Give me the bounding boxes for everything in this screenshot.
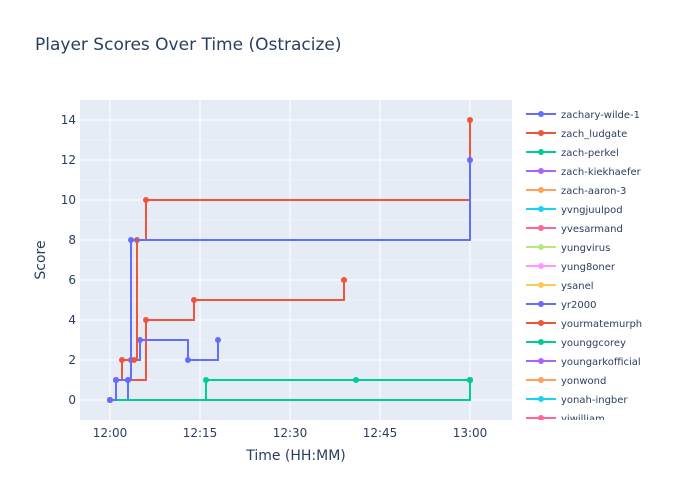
- data-point-zach_ludgate: [119, 357, 125, 363]
- legend-marker-yonah-ingber: [538, 396, 544, 402]
- data-point-yourmatemurph: [341, 277, 347, 283]
- legend-marker-youngarkofficial: [538, 358, 544, 364]
- y-axis-title: Score: [33, 240, 49, 279]
- legend-label-yourmatemurph: yourmatemurph: [561, 319, 642, 330]
- legend-label-yung8oner: yung8oner: [561, 262, 616, 273]
- data-point-zach_ludgate: [143, 197, 149, 203]
- x-tick-label: 12:30: [273, 426, 308, 440]
- legend-marker-zach-perkel: [538, 149, 544, 155]
- data-point-zach_ludgate: [131, 357, 137, 363]
- legend-marker-zach-aaron-3: [538, 187, 544, 193]
- y-tick-label: 12: [61, 153, 76, 167]
- y-tick-label: 14: [61, 113, 76, 127]
- y-tick-label: 4: [68, 313, 76, 327]
- legend-label-zach-aaron-3: zach-aaron-3: [561, 186, 626, 197]
- legend-marker-yiwilliam: [538, 415, 544, 420]
- x-tick-label: 13:00: [453, 426, 488, 440]
- y-tick-label: 2: [68, 353, 76, 367]
- legend-label-youngarkofficial: youngarkofficial: [561, 357, 641, 368]
- legend-marker-younggcorey: [538, 339, 544, 345]
- data-point-yourmatemurph: [143, 317, 149, 323]
- data-point-zachary-wilde-1: [125, 377, 131, 383]
- legend-marker-zachary-wilde-1: [538, 111, 544, 117]
- legend-marker-ysanel: [538, 282, 544, 288]
- legend: zachary-wilde-1 zach_ludgate zach-perkel za…: [526, 110, 642, 425]
- legend-label-yonwond: yonwond: [561, 376, 606, 387]
- legend-marker-yung8oner: [538, 263, 544, 269]
- data-point-younggcorey: [203, 377, 209, 383]
- data-point-yr2000: [137, 337, 143, 343]
- legend-marker-yvesarmand: [538, 225, 544, 231]
- x-axis-title: Time (HH:MM): [245, 448, 346, 464]
- legend-label-yungvirus: yungvirus: [561, 243, 610, 254]
- legend-label-ysanel: ysanel: [561, 281, 594, 292]
- x-tick-label: 12:00: [93, 426, 128, 440]
- data-point-zachary-wilde-1: [113, 377, 119, 383]
- legend-label-zachary-wilde-1: zachary-wilde-1: [561, 110, 640, 121]
- legend-label-zach-perkel: zach-perkel: [561, 148, 619, 159]
- series-group: [107, 117, 473, 403]
- legend-marker-zach-kiekhaefer: [538, 168, 544, 174]
- data-point-zachary-wilde-1: [467, 157, 473, 163]
- data-point-yr2000: [185, 357, 191, 363]
- legend-label-yr2000: yr2000: [561, 300, 596, 311]
- legend-label-yvesarmand: yvesarmand: [561, 224, 623, 235]
- legend-label-zach_ludgate: zach_ludgate: [561, 129, 627, 140]
- data-point-zach_ludgate: [467, 117, 473, 123]
- y-tick-label: 8: [68, 233, 76, 247]
- data-point-zachary-wilde-1: [107, 397, 113, 403]
- series-line-yr2000: [110, 339, 219, 401]
- data-point-yourmatemurph: [191, 297, 197, 303]
- x-tick-label: 12:45: [363, 426, 398, 440]
- legend-marker-zach_ludgate: [538, 130, 544, 136]
- legend-marker-yvngjuulpod: [538, 206, 544, 212]
- legend-marker-yourmatemurph: [538, 320, 544, 326]
- legend-label-zach-kiekhaefer: zach-kiekhaefer: [561, 167, 642, 178]
- data-point-zachary-wilde-1: [128, 237, 134, 243]
- legend-label-yonah-ingber: yonah-ingber: [561, 395, 628, 406]
- y-tick-label: 10: [61, 193, 76, 207]
- legend-label-younggcorey: younggcorey: [561, 338, 626, 349]
- data-point-yr2000: [215, 337, 221, 343]
- chart-title: Player Scores Over Time (Ostracize): [35, 35, 342, 55]
- legend-label-yvngjuulpod: yvngjuulpod: [561, 205, 623, 216]
- data-point-younggcorey: [353, 377, 359, 383]
- x-tick-label: 12:15: [183, 426, 218, 440]
- y-tick-label: 6: [68, 273, 76, 287]
- legend-marker-yungvirus: [538, 244, 544, 250]
- legend-marker-yr2000: [538, 301, 544, 307]
- legend-marker-yonwond: [538, 377, 544, 383]
- legend-label-yiwilliam: yiwilliam: [561, 414, 605, 425]
- data-point-zach-perkel: [467, 377, 473, 383]
- y-tick-label: 0: [68, 393, 76, 407]
- series-line-zach-perkel: [110, 380, 471, 401]
